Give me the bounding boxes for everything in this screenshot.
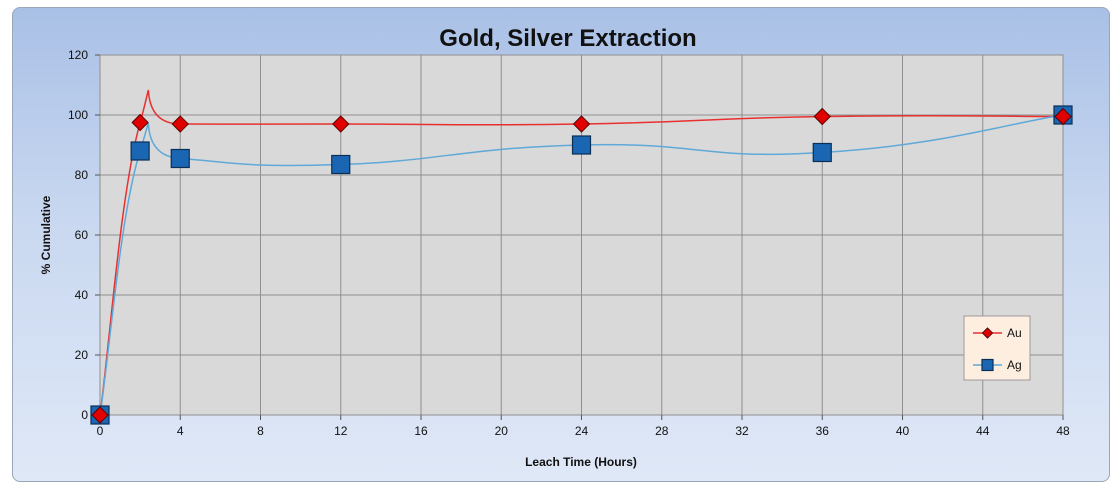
chart-title: Gold, Silver Extraction (439, 25, 696, 52)
legend-ag-label: Ag (1007, 358, 1022, 372)
legend: Au Ag (963, 315, 1031, 381)
legend-ag-marker (981, 358, 994, 372)
x-tick-label: 20 (495, 424, 509, 438)
x-tick-label: 48 (1056, 424, 1070, 438)
au-point (572, 115, 591, 133)
x-tick-label: 12 (334, 424, 348, 438)
x-tick-label: 24 (575, 424, 589, 438)
x-tick-label: 32 (735, 424, 749, 438)
au-point (131, 113, 149, 132)
ag-point (130, 141, 150, 161)
y-tick-label: 0 (81, 408, 88, 422)
x-tick-label: 16 (414, 424, 428, 438)
x-tick-label: 0 (97, 424, 104, 438)
legend-au-label: Au (1007, 326, 1022, 340)
y-tick-label: 20 (75, 348, 89, 362)
y-tick-label: 120 (68, 48, 88, 62)
x-tick-label: 8 (257, 424, 264, 438)
y-tick-label: 80 (75, 168, 89, 182)
ag-point (170, 148, 190, 169)
au-point (813, 107, 831, 126)
y-tick-label: 100 (68, 108, 88, 122)
ag-point (331, 154, 351, 175)
x-axis-label: Leach Time (Hours) (525, 455, 637, 469)
y-axis-label: % Cumulative (39, 195, 53, 274)
x-tick-label: 28 (655, 424, 669, 438)
y-tick-label: 40 (75, 288, 89, 302)
y-axis-ticks: 0 20 40 60 80 100 120 (68, 48, 100, 422)
au-point (171, 115, 189, 133)
x-axis-ticks: 0 4 8 12 16 20 24 28 32 36 40 44 48 (97, 415, 1070, 438)
au-point (91, 406, 109, 424)
x-tick-label: 44 (976, 424, 990, 438)
x-tick-label: 4 (177, 424, 184, 438)
legend-box (963, 315, 1031, 381)
au-point (332, 115, 350, 133)
x-tick-label: 36 (816, 424, 830, 438)
series-group (90, 89, 1073, 425)
legend-au-marker (981, 327, 994, 339)
au-point (1054, 107, 1072, 126)
ag-point (571, 135, 592, 155)
x-tick-label: 40 (896, 424, 910, 438)
y-tick-label: 60 (75, 228, 89, 242)
ag-point (812, 142, 832, 163)
